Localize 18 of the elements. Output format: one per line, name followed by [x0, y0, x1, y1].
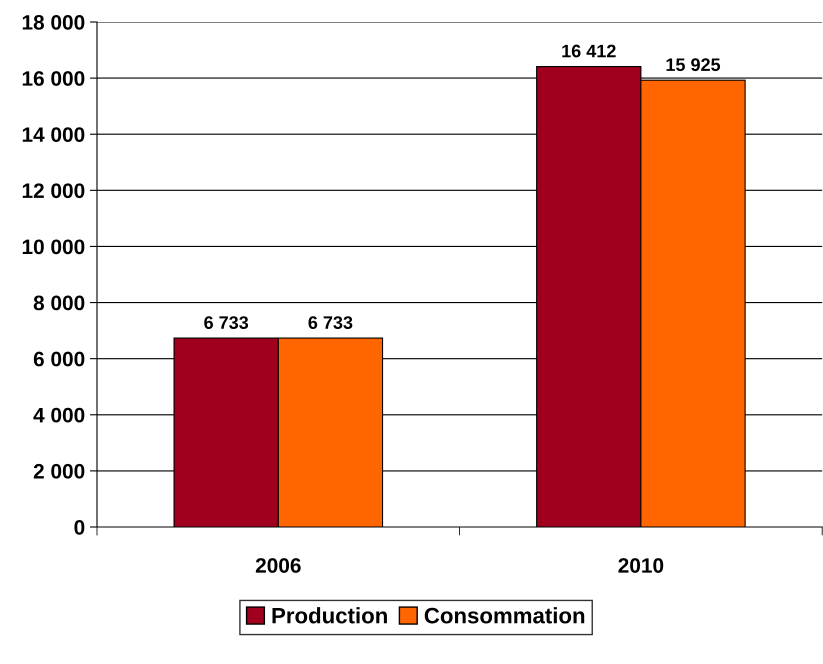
legend-label: Consommation	[424, 607, 584, 624]
legend-label: Production	[272, 607, 387, 624]
y-tick-label: 14 000	[22, 127, 84, 142]
y-tick-label: 8 000	[34, 296, 84, 310]
y-tick-label: 6 000	[34, 352, 84, 366]
data-label: 15 925	[666, 58, 720, 72]
data-label: 6 733	[308, 316, 352, 330]
y-tick-label: 12 000	[22, 183, 84, 198]
y-tick-label: 16 000	[22, 71, 84, 86]
y-tick-label: 18 000	[22, 15, 84, 30]
x-tick-label: 2010	[618, 558, 664, 573]
y-tick-label: 0	[74, 520, 84, 535]
y-tick-label: 2 000	[34, 464, 84, 479]
data-label: 16 412	[562, 44, 616, 58]
data-label: 6 733	[204, 316, 248, 330]
x-tick-label: 2006	[256, 558, 301, 573]
y-tick-label: 10 000	[22, 239, 84, 254]
y-tick-label: 4 000	[33, 408, 84, 423]
